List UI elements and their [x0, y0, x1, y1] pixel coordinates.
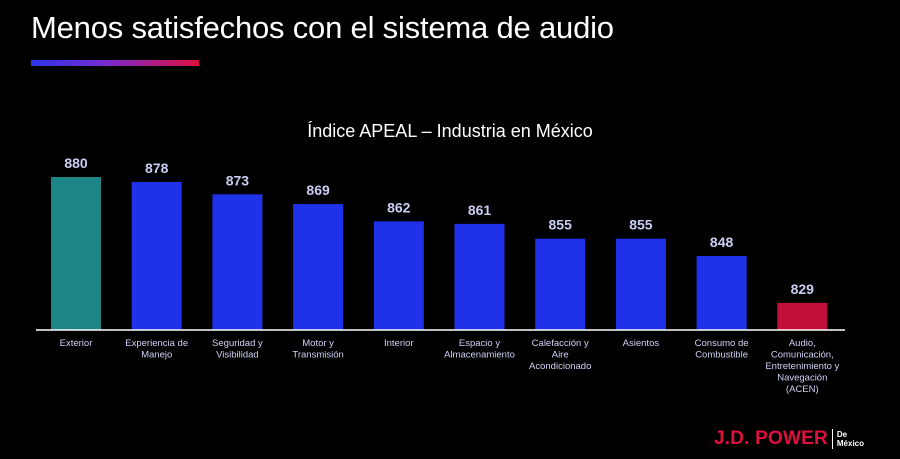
bar-8: [615, 238, 666, 330]
category-label: Audio, Comunicación, Entretenimiento y Nave…: [765, 338, 839, 395]
bar-1: [51, 177, 101, 330]
bar-value-label: 861: [468, 202, 492, 218]
chart-title: Índice APEAL – Industria en México: [307, 121, 593, 141]
category-label: Experiencia de Manejo: [125, 338, 188, 361]
slide-title: Menos satisfechos con el sistema de audi…: [31, 10, 614, 45]
jd-power-logo: J.D. POWER De México: [714, 428, 864, 450]
bar-7: [535, 238, 586, 330]
category-label: Exterior: [60, 338, 93, 349]
bar-4: [293, 204, 344, 330]
category-label: Asientos: [623, 338, 660, 349]
bar-2: [131, 181, 182, 330]
bar-value-label: 873: [226, 172, 250, 188]
category-label: Espacio y Almacenamiento: [444, 338, 515, 361]
title-accent-rule: [31, 60, 199, 66]
bar-value-label: 848: [710, 234, 734, 250]
bar-10: [777, 302, 828, 330]
bar-value-label: 862: [387, 199, 411, 215]
bar-6: [454, 223, 505, 330]
bar-value-label: 855: [629, 217, 653, 233]
category-label: Seguridad y Visibilidad: [212, 338, 263, 361]
bar-5: [373, 221, 424, 330]
category-label: Consumo de Combustible: [695, 338, 749, 361]
bar-value-label: 878: [145, 160, 169, 176]
logo-wordmark: J.D. POWER: [713, 428, 828, 449]
bar-value-label: 869: [306, 182, 330, 198]
bar-3: [212, 194, 263, 330]
category-label: Calefacción y Aire Acondicionado: [529, 338, 591, 372]
logo-sub-line1: De: [836, 430, 848, 439]
bar-value-label: 880: [64, 155, 88, 171]
bar-value-label: 829: [791, 281, 815, 297]
category-label: Interior: [384, 338, 414, 349]
logo-subtitle: De México: [837, 430, 864, 448]
bar-value-label: 855: [549, 217, 573, 233]
category-label: Motor y Transmisión: [292, 338, 343, 361]
bar-9: [696, 256, 747, 330]
logo-sub-line2: México: [836, 439, 864, 448]
logo-divider: [831, 429, 833, 449]
